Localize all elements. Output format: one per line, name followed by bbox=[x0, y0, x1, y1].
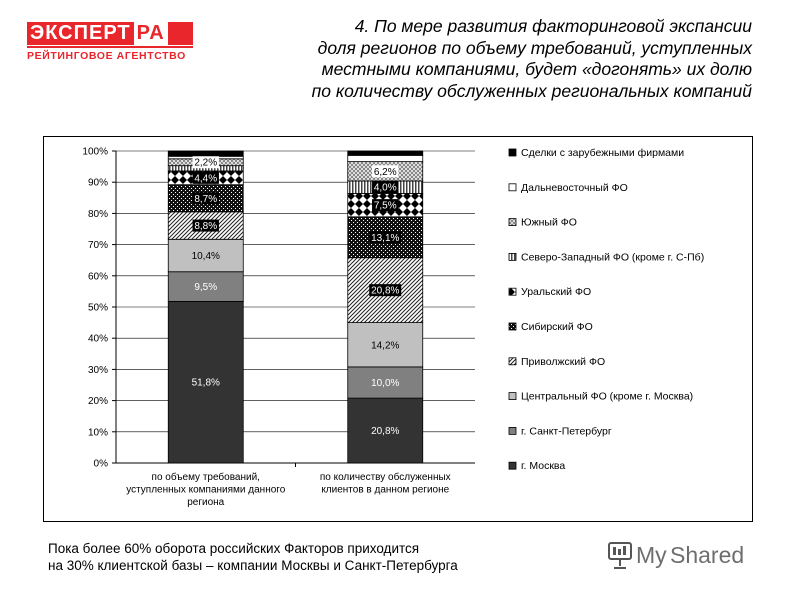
legend-swatch bbox=[508, 357, 517, 366]
axes: 0% 10% 20% 30% 40% 50% 60% 70% 80% 90% 100% по объе… bbox=[82, 147, 475, 508]
data-label: 10,0% bbox=[371, 378, 399, 389]
y-tick-label: 90% bbox=[88, 178, 108, 189]
logo-subtitle: РЕЙТИНГОВОЕ АГЕНТСТВО bbox=[27, 46, 193, 64]
slide-title: 4. По мере развития факторинговой экспан… bbox=[192, 16, 752, 102]
data-label: 10,4% bbox=[192, 251, 220, 262]
bar-segment bbox=[347, 322, 424, 368]
myshared-watermark: My Shared bbox=[606, 538, 766, 572]
y-tick-label: 50% bbox=[88, 303, 108, 314]
legend-entry: Дальневосточный ФО bbox=[521, 182, 628, 194]
y-tick-label: 70% bbox=[88, 240, 108, 251]
legend-swatch bbox=[508, 218, 517, 226]
footer-line-2: на 30% клиентской базы – компании Москвы… bbox=[48, 558, 458, 573]
data-label: 8,7% bbox=[194, 194, 217, 205]
data-label-bg bbox=[372, 199, 399, 212]
legend-swatch bbox=[508, 183, 517, 192]
legend-swatch bbox=[508, 148, 517, 157]
data-label-bg bbox=[369, 284, 402, 297]
y-tick-label: 10% bbox=[88, 427, 108, 438]
legend-entry: г. Санкт-Петербург bbox=[521, 425, 612, 437]
data-label: 4,0% bbox=[374, 183, 397, 194]
title-line-3: местными компаниями, будет «догонять» их… bbox=[321, 59, 752, 79]
data-label-bg bbox=[372, 181, 399, 194]
data-label-bg bbox=[192, 219, 219, 232]
data-label: 6,2% bbox=[374, 167, 397, 178]
data-label: 51,8% bbox=[192, 378, 220, 389]
logo-word-ra: РА bbox=[133, 22, 168, 45]
data-label: 14,2% bbox=[371, 340, 399, 351]
legend-entry: Сделки с зарубежными фирмами bbox=[521, 147, 684, 159]
expert-ra-logo: ЭКСПЕРТ РА РЕЙТИНГОВОЕ АГЕНТСТВО bbox=[27, 22, 193, 62]
brand-text-shared: Shared bbox=[670, 542, 744, 568]
data-label: 20,8% bbox=[371, 426, 399, 437]
legend-swatch bbox=[508, 253, 517, 261]
x-category-label: региона bbox=[187, 497, 224, 508]
data-labels: 51,8% 9,5% 10,4% 8,8% 8,7% 4,4% 2,2% 20,8% 10,0%… bbox=[192, 156, 402, 437]
logo-wordmark: ЭКСПЕРТ РА bbox=[27, 22, 193, 45]
legend-entry: Центральный ФО (кроме г. Москва) bbox=[521, 391, 693, 403]
data-label: 13,1% bbox=[371, 233, 399, 244]
data-label: 8,8% bbox=[194, 221, 217, 232]
x-category-label: по объему требований, bbox=[152, 471, 260, 483]
legend-entry: Южный ФО bbox=[521, 217, 577, 229]
legend-swatch bbox=[508, 287, 517, 296]
title-line-1: 4. По мере развития факторинговой экспан… bbox=[354, 16, 752, 36]
x-category-label: клиентов в данном регионе bbox=[321, 485, 449, 496]
stacked-bar-chart: 0% 10% 20% 30% 40% 50% 60% 70% 80% 90% 100% по объе… bbox=[43, 136, 753, 522]
bars bbox=[167, 150, 424, 464]
y-tick-label: 60% bbox=[88, 271, 108, 282]
legend-swatch bbox=[508, 392, 517, 401]
x-category-label: по количеству обслуженных bbox=[320, 471, 451, 483]
footer-line-1: Пока более 60% оборота российских Фактор… bbox=[48, 541, 420, 556]
title-line-2: доля регионов по объему требований, усту… bbox=[317, 37, 752, 58]
bar-segment bbox=[347, 150, 424, 156]
legend-entry: Уральский ФО bbox=[521, 286, 591, 298]
legend: Сделки с зарубежными фирмами Дальневосточ… bbox=[508, 147, 704, 472]
logo-word-expert: ЭКСПЕРТ bbox=[27, 22, 131, 45]
data-label: 7,5% bbox=[374, 201, 397, 212]
y-tick-label: 80% bbox=[88, 209, 108, 220]
y-tick-label: 0% bbox=[94, 459, 109, 470]
data-label-bg bbox=[369, 231, 402, 244]
data-label: 4,4% bbox=[194, 173, 217, 184]
data-label: 2,2% bbox=[194, 158, 217, 169]
data-label: 20,8% bbox=[371, 286, 399, 297]
legend-swatch bbox=[508, 426, 517, 435]
data-label-bg bbox=[192, 192, 219, 205]
legend-entry: Северо-Западный ФО (кроме г. С-Пб) bbox=[521, 251, 704, 263]
title-line-4: по количеству обслуженных региональных к… bbox=[311, 80, 752, 101]
legend-entry: Приволжский ФО bbox=[521, 356, 605, 368]
y-tick-label: 100% bbox=[82, 147, 108, 158]
data-label-bg bbox=[192, 156, 219, 169]
legend-swatch bbox=[508, 322, 517, 331]
bar-segment bbox=[167, 150, 244, 157]
data-label-bg bbox=[192, 171, 219, 184]
bar-segment bbox=[347, 397, 424, 464]
y-tick-label: 30% bbox=[88, 365, 108, 376]
footer-note: Пока более 60% оборота российских Фактор… bbox=[48, 540, 458, 574]
bar-segment bbox=[167, 300, 244, 464]
data-label-bg bbox=[372, 165, 399, 178]
legend-entry: г. Москва bbox=[521, 460, 565, 472]
y-tick-label: 40% bbox=[88, 334, 108, 345]
bar-segment bbox=[347, 154, 424, 163]
bar-segment bbox=[167, 271, 244, 302]
y-tick-label: 20% bbox=[88, 396, 108, 407]
legend-entry: Сибирский ФО bbox=[521, 321, 593, 333]
x-category-label: уступленных компаниями данного bbox=[126, 485, 285, 496]
myshared-logo-icon: My Shared bbox=[608, 542, 744, 569]
brand-text-my: My bbox=[636, 542, 667, 568]
bar-segment bbox=[167, 238, 244, 273]
legend-swatch bbox=[508, 461, 517, 470]
data-label: 9,5% bbox=[194, 282, 217, 293]
